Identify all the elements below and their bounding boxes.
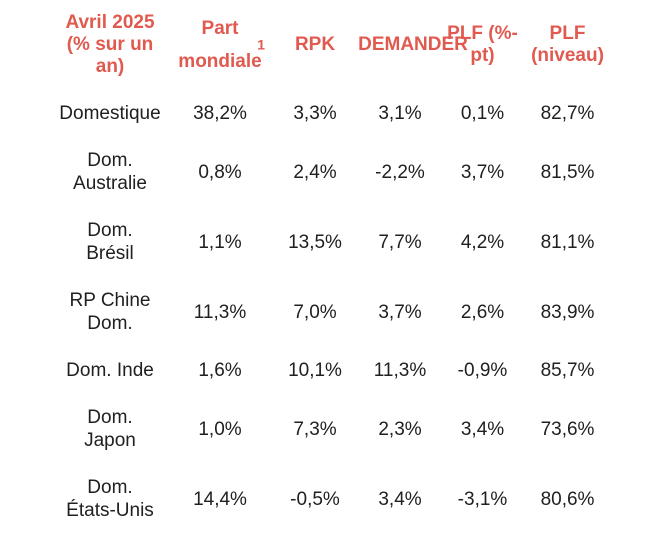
cell-part-mondiale: 1,0%: [198, 418, 242, 440]
cell-plf-pt: 0,1%: [460, 103, 505, 124]
cell-demand: 3,4%: [378, 488, 422, 510]
cell-part-mondiale: 14,4%: [193, 488, 247, 510]
period-label: Avril 2025 (% sur un an): [65, 12, 155, 77]
cell-demand: -2,2%: [375, 161, 425, 183]
cell-rpk: 7,0%: [293, 301, 337, 323]
cell-part-mondiale: 11,3%: [193, 301, 247, 323]
cell-demand: 3,7%: [378, 301, 422, 323]
cell-plf-pt: 3,7%: [460, 161, 505, 183]
cell-demand: 3,1%: [378, 103, 422, 124]
cell-plf-level: 81,1%: [540, 231, 595, 253]
row-label: Domestique: [59, 103, 161, 124]
cell-plf-level: 85,7%: [540, 360, 595, 381]
header-row: Avril 2025 (% sur un an) Part mondiale 1…: [40, 0, 604, 90]
table-row-domestique: Domestique 38,2% 3,3% 3,1% 0,1% 82,7%: [40, 90, 600, 137]
footnote-marker: 1: [257, 36, 265, 53]
plf-pt-label: PLF (%- pt): [447, 23, 518, 66]
rpk-label: RPK: [294, 34, 336, 55]
row-label: Dom. États-Unis: [66, 477, 154, 521]
cell-rpk: 2,4%: [293, 161, 337, 183]
part-mondiale-label: Part mondiale: [178, 18, 262, 72]
plf-level-label: PLF (niveau): [531, 23, 604, 66]
cell-plf-pt: -0,9%: [457, 360, 508, 381]
col-header-plf-pt: PLF (%- pt): [430, 0, 535, 90]
table-row-dom-bresil: Dom. Brésil 1,1% 13,5% 7,7% 4,2% 81,1%: [40, 207, 600, 277]
table-row-rp-chine-dom: RP Chine Dom. 11,3% 7,0% 3,7% 2,6% 83,9%: [40, 277, 600, 347]
col-header-part-mondiale: Part mondiale 1: [178, 0, 265, 90]
cell-part-mondiale: 38,2%: [193, 103, 247, 124]
row-label: Dom. Brésil: [86, 220, 134, 264]
cell-plf-pt: 4,2%: [460, 231, 505, 253]
row-label: RP Chine Dom.: [69, 290, 151, 334]
cell-plf-level: 80,6%: [540, 488, 595, 510]
col-header-period: Avril 2025 (% sur un an): [40, 0, 180, 90]
cell-demand: 7,7%: [378, 231, 422, 253]
table-row-dom-australie: Dom. Australie 0,8% 2,4% -2,2% 3,7% 81,5…: [40, 137, 600, 207]
table-row-dom-etats-unis: Dom. États-Unis 14,4% -0,5% 3,4% -3,1% 8…: [40, 464, 600, 534]
cell-rpk: -0,5%: [290, 488, 340, 510]
cell-plf-level: 82,7%: [540, 103, 595, 124]
cell-plf-pt: -3,1%: [457, 488, 508, 510]
cell-part-mondiale: 1,6%: [198, 360, 242, 381]
cell-rpk: 10,1%: [288, 360, 342, 381]
table-row-dom-inde: Dom. Inde 1,6% 10,1% 11,3% -0,9% 85,7%: [40, 347, 600, 394]
air-traffic-table: Avril 2025 (% sur un an) Part mondiale 1…: [40, 0, 604, 534]
cell-plf-pt: 3,4%: [460, 418, 505, 440]
cell-demand: 11,3%: [373, 360, 427, 381]
cell-part-mondiale: 1,1%: [198, 231, 242, 253]
table-row-dom-japon: Dom. Japon 1,0% 7,3% 2,3% 3,4% 73,6%: [40, 394, 600, 464]
col-header-plf-level: PLF (niveau): [531, 0, 604, 90]
row-label: Dom. Inde: [66, 360, 154, 381]
row-label: Dom. Japon: [84, 407, 136, 451]
cell-demand: 2,3%: [378, 418, 422, 440]
cell-plf-level: 73,6%: [540, 418, 595, 440]
cell-rpk: 3,3%: [293, 103, 337, 124]
cell-part-mondiale: 0,8%: [198, 161, 242, 183]
cell-plf-level: 81,5%: [540, 161, 595, 183]
cell-plf-level: 83,9%: [540, 301, 595, 323]
page: Avril 2025 (% sur un an) Part mondiale 1…: [40, 0, 604, 534]
col-header-demand: DEMANDER: [358, 0, 468, 90]
demand-label: DEMANDER: [358, 34, 468, 55]
cell-rpk: 7,3%: [293, 418, 337, 440]
cell-rpk: 13,5%: [288, 231, 342, 253]
row-label: Dom. Australie: [73, 150, 147, 194]
col-header-rpk: RPK: [260, 0, 370, 90]
cell-plf-pt: 2,6%: [460, 301, 505, 323]
